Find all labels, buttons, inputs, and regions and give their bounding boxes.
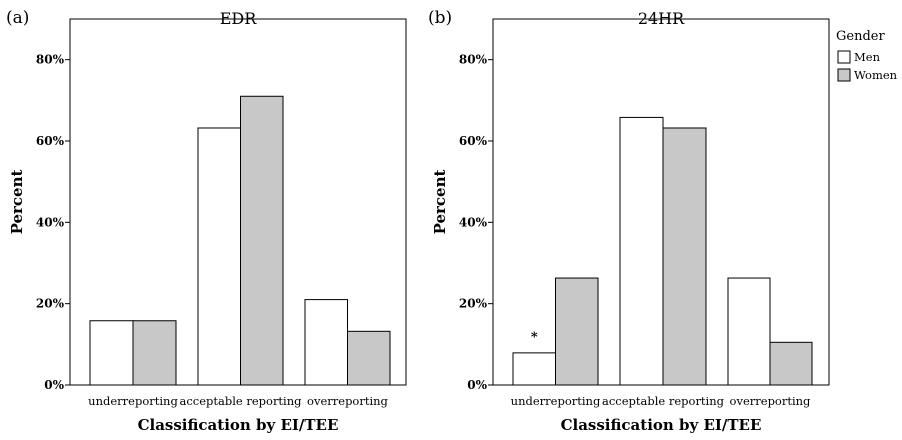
x-tick-label: acceptable reporting: [179, 394, 302, 408]
x-axis-title: Classification by EI/TEE: [138, 416, 339, 434]
bar-women-2: [769, 341, 813, 386]
bar-women-2: [347, 330, 391, 386]
y-tick-label: 0%: [44, 378, 64, 392]
x-tick-label: acceptable reporting: [602, 394, 725, 408]
bar-men-0: [89, 320, 134, 386]
bar-men-1: [197, 127, 241, 386]
y-axis-title: Percent: [8, 170, 26, 235]
x-tick-label: underreporting: [511, 394, 601, 408]
x-tick-label: overreporting: [730, 394, 812, 408]
x-axis-title: Classification by EI/TEE: [561, 416, 762, 434]
y-tick-label: 0%: [467, 378, 487, 392]
y-tick-label: 60%: [459, 134, 488, 148]
bar-women-0: [132, 320, 177, 386]
y-tick-label: 80%: [459, 53, 488, 67]
bar-men-1: [619, 116, 664, 386]
legend-swatch-men: [837, 50, 851, 64]
y-tick-label: 20%: [36, 297, 65, 311]
bar-men-0: [512, 352, 556, 386]
plot-frame: [69, 18, 407, 386]
legend-label-women: Women: [854, 68, 898, 82]
y-axis-title: Percent: [431, 170, 449, 235]
panel-label: (a): [6, 8, 29, 28]
bar-women-1: [662, 127, 707, 386]
y-tick-label: 20%: [459, 297, 488, 311]
x-tick-label: overreporting: [307, 394, 389, 408]
bar-women-1: [240, 95, 284, 386]
y-tick-label: 80%: [36, 53, 65, 67]
plot-frame: [492, 18, 830, 386]
bar-men-2: [304, 299, 348, 386]
y-tick-label: 60%: [36, 134, 65, 148]
legend-title: Gender: [836, 29, 885, 44]
legend-label-men: Men: [854, 50, 881, 64]
x-tick-label: underreporting: [88, 394, 178, 408]
y-tick-label: 40%: [459, 215, 488, 229]
legend-swatch-women: [837, 68, 851, 82]
y-tick-label: 40%: [36, 215, 65, 229]
bar-men-2: [727, 277, 771, 386]
panel-label: (b): [428, 8, 452, 28]
significance-marker: *: [531, 330, 538, 345]
bar-women-0: [555, 277, 599, 386]
